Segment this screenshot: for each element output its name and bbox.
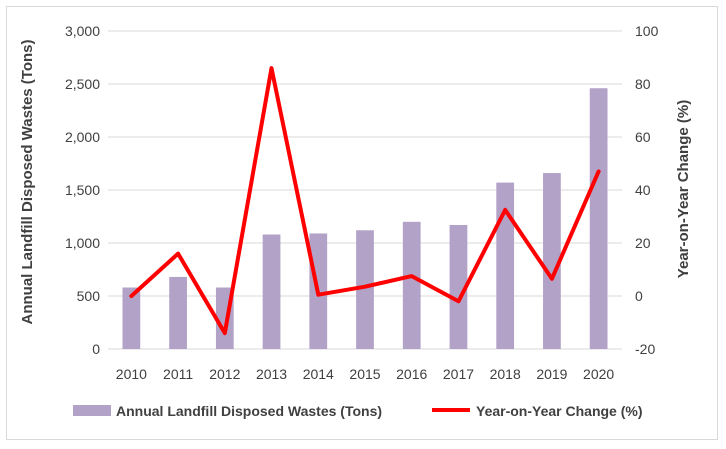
left-tick-label: 2,000 — [65, 129, 100, 145]
x-tick-label: 2020 — [583, 366, 614, 382]
right-tick-label: 80 — [635, 76, 651, 92]
gridlines — [108, 30, 622, 350]
right-tick-label: 0 — [635, 288, 643, 304]
line-series — [129, 66, 601, 336]
bar-series — [122, 88, 608, 350]
x-tick-label: 2015 — [349, 366, 380, 382]
bar — [543, 173, 561, 349]
left-axis-ticks: 0 500 1,000 1,500 2,000 2,500 3,000 — [65, 23, 100, 357]
bar — [169, 276, 187, 349]
right-tick-label: 60 — [635, 129, 651, 145]
x-tick-label: 2010 — [116, 366, 147, 382]
right-tick-label: 20 — [635, 235, 651, 251]
bar — [356, 230, 374, 349]
bar — [496, 182, 515, 349]
bar — [589, 88, 608, 350]
legend: Annual Landfill Disposed Wastes (Tons) Y… — [73, 403, 643, 419]
right-tick-label: 100 — [635, 23, 659, 39]
legend-line-label: Year-on-Year Change (%) — [476, 403, 643, 419]
left-tick-label: 0 — [92, 341, 100, 357]
x-tick-label: 2019 — [536, 366, 567, 382]
x-tick-label: 2017 — [443, 366, 474, 382]
right-tick-label: -20 — [635, 341, 655, 357]
right-axis-title: Year-on-Year Change (%) — [675, 100, 692, 278]
x-tick-label: 2016 — [396, 366, 427, 382]
left-tick-label: 500 — [77, 288, 101, 304]
bar — [122, 287, 141, 349]
x-axis-ticks: 2010 2011 2012 2013 2014 2015 2016 2017 2018 2019… — [116, 366, 615, 382]
bar — [262, 234, 281, 349]
x-tick-label: 2018 — [490, 366, 521, 382]
legend-bar-label: Annual Landfill Disposed Wastes (Tons) — [116, 403, 382, 419]
left-tick-label: 1,000 — [65, 235, 100, 251]
bar — [402, 221, 421, 349]
legend-bar-swatch — [73, 405, 111, 416]
bar — [449, 224, 468, 349]
right-tick-label: 40 — [635, 182, 651, 198]
x-tick-label: 2013 — [256, 366, 287, 382]
x-tick-label: 2014 — [303, 366, 334, 382]
left-tick-label: 2,500 — [65, 76, 100, 92]
left-tick-label: 1,500 — [65, 182, 100, 198]
left-axis-title: Annual Landfill Disposed Wastes (Tons) — [19, 39, 36, 324]
x-tick-label: 2011 — [163, 366, 193, 382]
left-tick-label: 3,000 — [65, 23, 100, 39]
x-tick-label: 2012 — [209, 366, 240, 382]
right-axis-ticks: -20 0 20 40 60 80 100 — [635, 23, 659, 357]
